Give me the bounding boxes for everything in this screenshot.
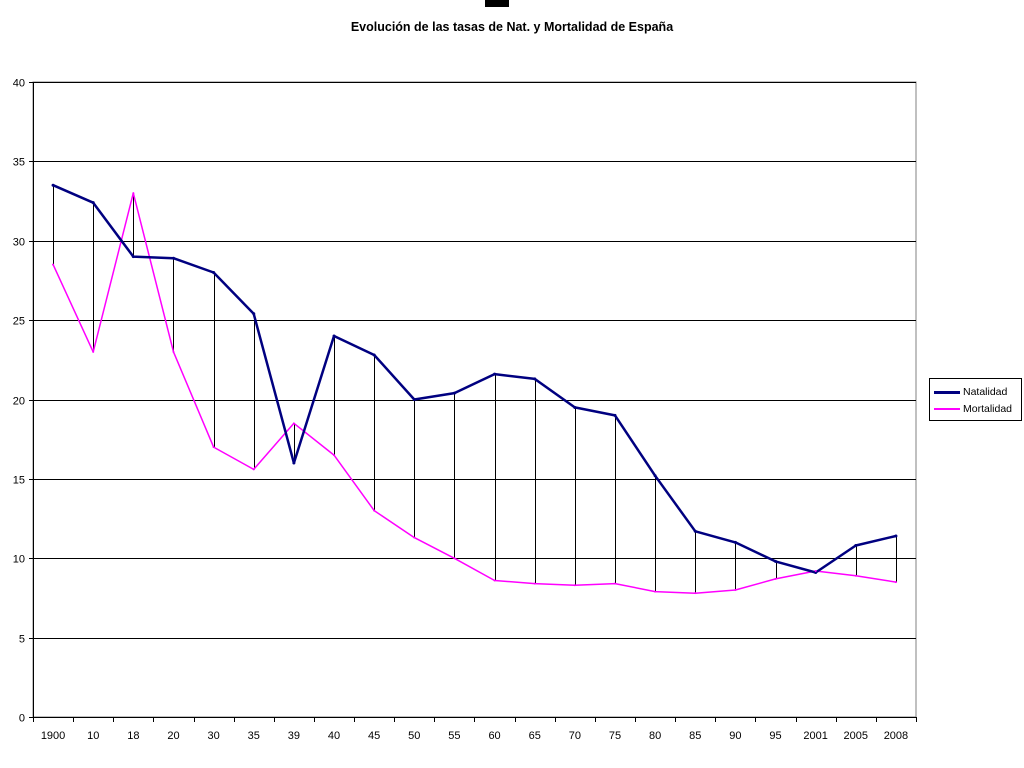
data-point-natalidad — [493, 372, 497, 376]
y-tick-label: 20 — [13, 396, 25, 408]
data-point-mortalidad — [894, 581, 897, 584]
data-point-natalidad — [894, 534, 898, 538]
data-point-mortalidad — [333, 454, 336, 457]
data-point-mortalidad — [92, 350, 95, 353]
y-tick-label: 10 — [13, 554, 25, 566]
data-point-mortalidad — [573, 584, 576, 587]
data-point-mortalidad — [654, 590, 657, 593]
data-point-natalidad — [171, 256, 175, 260]
x-tick-label: 2008 — [884, 730, 908, 742]
x-tick-label: 90 — [729, 730, 741, 742]
legend-item-mortalidad: Mortalidad — [934, 402, 1012, 416]
legend-label-natalidad: Natalidad — [963, 386, 1008, 398]
y-tick-label: 25 — [13, 316, 25, 328]
data-point-natalidad — [292, 461, 296, 465]
data-point-natalidad — [51, 183, 55, 187]
x-tick-label: 39 — [288, 730, 300, 742]
data-point-natalidad — [131, 255, 135, 259]
x-tick-label: 55 — [448, 730, 460, 742]
data-point-natalidad — [814, 571, 818, 575]
y-tick-label: 30 — [13, 237, 25, 249]
y-tick-label: 0 — [19, 713, 25, 725]
data-point-mortalidad — [172, 350, 175, 353]
plot-area — [32, 81, 917, 718]
data-point-natalidad — [533, 377, 537, 381]
x-tick-label: 2001 — [803, 730, 827, 742]
data-point-mortalidad — [252, 468, 255, 471]
x-tick-label: 40 — [328, 730, 340, 742]
data-point-natalidad — [252, 312, 256, 316]
y-tick-label: 5 — [19, 634, 25, 646]
x-tick-label: 75 — [609, 730, 621, 742]
data-point-natalidad — [412, 398, 416, 401]
data-point-natalidad — [332, 334, 336, 338]
data-point-mortalidad — [533, 582, 536, 585]
data-point-mortalidad — [413, 536, 416, 539]
x-tick-label: 30 — [207, 730, 219, 742]
data-point-mortalidad — [292, 422, 295, 425]
x-tick-label: 20 — [167, 730, 179, 742]
series-line-natalidad — [51, 183, 898, 574]
data-point-mortalidad — [613, 582, 616, 585]
y-tick-label: 15 — [13, 475, 25, 487]
data-point-natalidad — [573, 405, 577, 409]
data-point-natalidad — [91, 201, 95, 205]
x-tick-label: 10 — [87, 730, 99, 742]
x-tick-label: 2005 — [844, 730, 868, 742]
series-line-mortalidad — [52, 192, 897, 594]
data-point-mortalidad — [493, 579, 496, 582]
data-point-mortalidad — [694, 592, 697, 595]
legend-item-natalidad: Natalidad — [934, 385, 1007, 399]
data-point-natalidad — [854, 544, 858, 548]
data-point-mortalidad — [814, 569, 817, 572]
data-point-mortalidad — [52, 263, 55, 266]
x-tick-label: 80 — [649, 730, 661, 742]
x-tick-label: 50 — [408, 730, 420, 742]
data-point-natalidad — [452, 391, 456, 395]
x-tick-label: 60 — [488, 730, 500, 742]
data-point-mortalidad — [854, 574, 857, 577]
data-point-natalidad — [212, 271, 216, 274]
data-point-mortalidad — [373, 509, 376, 512]
x-tick-label: 18 — [127, 730, 139, 742]
data-point-mortalidad — [212, 446, 215, 449]
x-tick-label: 1900 — [41, 730, 65, 742]
legend-label-mortalidad: Mortalidad — [963, 403, 1013, 415]
x-tick-label: 35 — [248, 730, 260, 742]
x-tick-label: 85 — [689, 730, 701, 742]
x-tick-label: 65 — [529, 730, 541, 742]
y-tick-label: 35 — [13, 157, 25, 169]
data-point-natalidad — [372, 353, 376, 357]
y-tick-label: 40 — [13, 78, 25, 90]
data-point-mortalidad — [734, 589, 737, 591]
data-point-natalidad — [693, 529, 697, 533]
x-tick-label: 70 — [569, 730, 581, 742]
data-point-natalidad — [733, 540, 737, 544]
chart-legend: Natalidad Mortalidad — [929, 378, 1022, 421]
x-tick-label: 95 — [769, 730, 781, 742]
decorative-bar — [485, 0, 509, 7]
data-point-mortalidad — [132, 192, 135, 195]
legend-swatch-natalidad — [934, 390, 960, 394]
data-point-natalidad — [613, 413, 617, 417]
legend-swatch-mortalidad — [934, 408, 960, 410]
data-point-mortalidad — [774, 577, 777, 580]
chart-title: Evolución de las tasas de Nat. y Mortali… — [350, 20, 674, 34]
data-point-natalidad — [653, 474, 657, 478]
x-tick-label: 45 — [368, 730, 380, 742]
data-point-mortalidad — [453, 557, 456, 560]
data-point-natalidad — [774, 559, 778, 563]
